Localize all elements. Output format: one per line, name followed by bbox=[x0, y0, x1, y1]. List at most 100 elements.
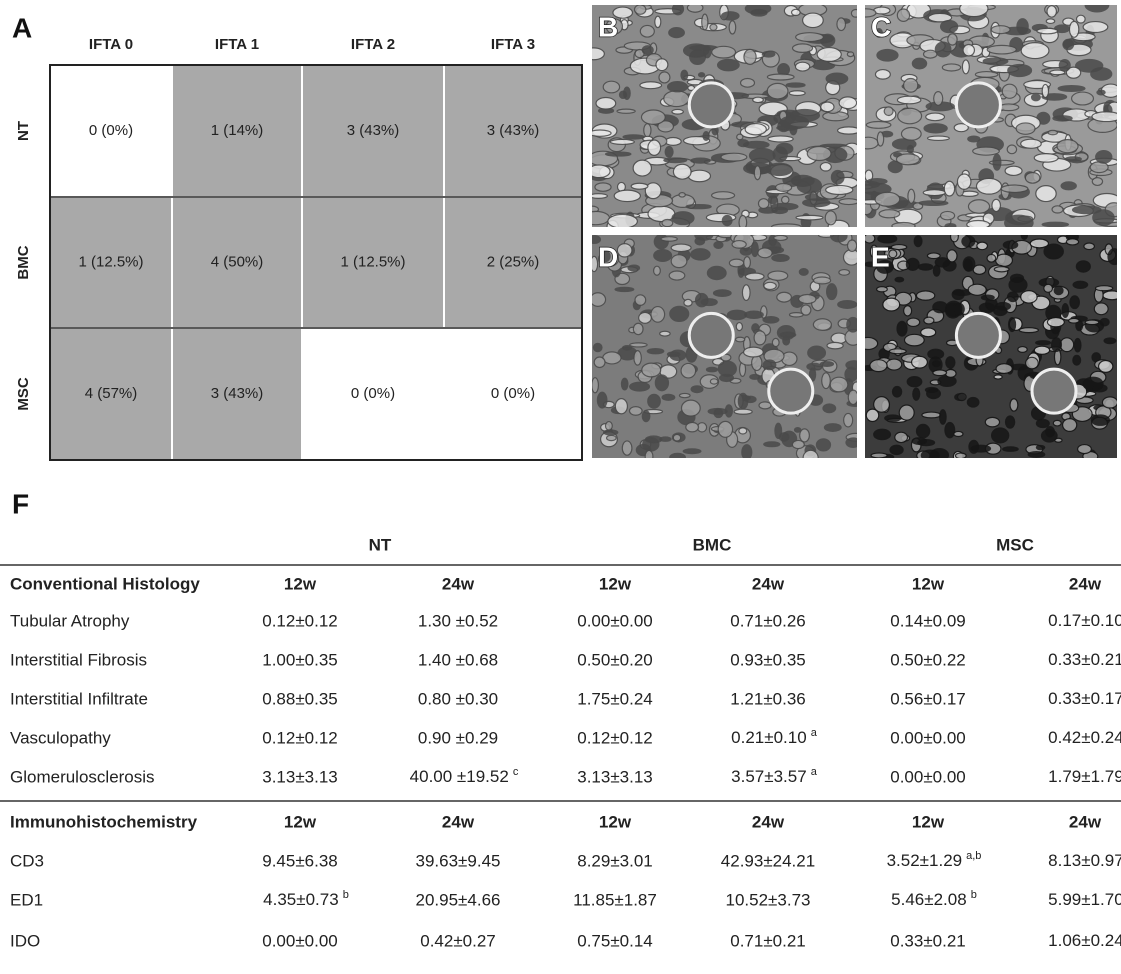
tissue bbox=[799, 428, 810, 443]
cell-text: 4 (57%) bbox=[85, 385, 138, 402]
tissue bbox=[743, 48, 757, 66]
tissue bbox=[737, 392, 749, 410]
tissue bbox=[825, 72, 849, 85]
tissue bbox=[1082, 20, 1109, 34]
cell: 1.75±0.24 bbox=[577, 689, 653, 708]
tissue bbox=[767, 270, 789, 281]
image-label: D bbox=[598, 241, 618, 272]
micrograph bbox=[592, 5, 857, 227]
tissue bbox=[1043, 243, 1064, 260]
cell: 0.00±0.00 bbox=[890, 767, 966, 786]
tissue bbox=[794, 61, 811, 72]
tissue bbox=[744, 272, 765, 281]
cell: 0.33±0.21a bbox=[1048, 649, 1121, 670]
tissue bbox=[1068, 20, 1080, 38]
tissue bbox=[1046, 5, 1058, 18]
tissue bbox=[798, 268, 809, 276]
tissue bbox=[592, 47, 605, 61]
tissue bbox=[788, 90, 806, 97]
tissue bbox=[1035, 444, 1046, 451]
tissue bbox=[700, 298, 718, 307]
tissue bbox=[947, 33, 958, 46]
tissue bbox=[604, 151, 632, 157]
cell-text: 0 (0%) bbox=[491, 385, 535, 402]
tissue bbox=[628, 406, 643, 416]
tissue bbox=[949, 235, 959, 243]
cell: 0.71±0.26 bbox=[730, 611, 806, 630]
tissue bbox=[711, 45, 737, 59]
tissue bbox=[640, 109, 666, 125]
tissue bbox=[821, 372, 831, 390]
tissue bbox=[713, 241, 724, 250]
tissue bbox=[815, 438, 832, 452]
tissue bbox=[666, 81, 689, 93]
cell: 0.56±0.17 bbox=[890, 689, 966, 708]
tissue bbox=[664, 136, 682, 146]
tissue bbox=[602, 429, 619, 436]
tissue bbox=[644, 182, 662, 200]
tissue bbox=[972, 146, 1000, 156]
tissue bbox=[944, 222, 957, 227]
tissue bbox=[666, 351, 681, 358]
tissue bbox=[953, 123, 969, 133]
tissue bbox=[633, 5, 647, 15]
cell: 8.29±3.01 bbox=[577, 851, 653, 870]
tissue bbox=[1090, 414, 1111, 426]
tissue bbox=[991, 198, 1002, 213]
tissue bbox=[663, 157, 688, 164]
tissue bbox=[1041, 83, 1050, 99]
tissue bbox=[1065, 238, 1080, 246]
tissue bbox=[753, 165, 762, 181]
cell: 0.93±0.35 bbox=[730, 650, 806, 669]
tissue bbox=[634, 294, 647, 306]
tissue bbox=[934, 257, 951, 268]
tissue bbox=[966, 219, 991, 227]
cell: 1.40 ±0.68 bbox=[418, 650, 498, 669]
tissue bbox=[1091, 111, 1117, 123]
tissue bbox=[990, 25, 1011, 35]
tissue bbox=[1082, 376, 1104, 392]
tissue bbox=[765, 162, 793, 177]
tissue bbox=[763, 281, 777, 291]
tissue bbox=[1061, 418, 1078, 432]
tissue bbox=[795, 214, 824, 221]
tissue bbox=[993, 374, 1003, 380]
footnote-mark: b bbox=[343, 889, 349, 901]
tissue bbox=[629, 342, 648, 348]
tissue bbox=[709, 378, 719, 385]
tissue bbox=[680, 69, 689, 81]
tissue bbox=[735, 321, 744, 332]
tissue bbox=[1061, 302, 1070, 318]
cell-value: 5.46±2.08 bbox=[891, 890, 967, 909]
cell: 0.00±0.00 bbox=[262, 931, 338, 950]
tissue bbox=[885, 358, 903, 371]
tissue bbox=[1092, 209, 1115, 226]
tissue bbox=[672, 163, 692, 180]
tissue bbox=[975, 177, 1003, 195]
tissue bbox=[724, 404, 733, 418]
tissue bbox=[962, 43, 976, 57]
tissue bbox=[1018, 327, 1040, 334]
tissue bbox=[1094, 285, 1114, 292]
column-header: IFTA 1 bbox=[215, 36, 259, 53]
row-label: Glomerulosclerosis bbox=[10, 767, 155, 786]
cell-value: 0.33±0.21 bbox=[1048, 650, 1121, 669]
tissue bbox=[1084, 5, 1110, 13]
tissue bbox=[1020, 42, 1050, 60]
tissue bbox=[1046, 316, 1065, 328]
cell-text: 2 (25%) bbox=[487, 253, 540, 270]
tissue bbox=[1045, 18, 1056, 25]
cell-value: 1.06±0.24 bbox=[1048, 931, 1121, 950]
grid-border bbox=[49, 64, 583, 461]
tissue bbox=[954, 393, 966, 402]
row-header: MSC bbox=[15, 377, 32, 411]
tissue bbox=[594, 182, 612, 192]
tissue bbox=[1095, 149, 1113, 164]
tissue bbox=[717, 360, 737, 378]
tissue bbox=[1020, 138, 1042, 149]
tissue bbox=[788, 311, 804, 318]
tissue bbox=[945, 356, 956, 369]
cell-value: 40.00 ±19.52 bbox=[410, 767, 509, 786]
tissue bbox=[1009, 398, 1019, 412]
